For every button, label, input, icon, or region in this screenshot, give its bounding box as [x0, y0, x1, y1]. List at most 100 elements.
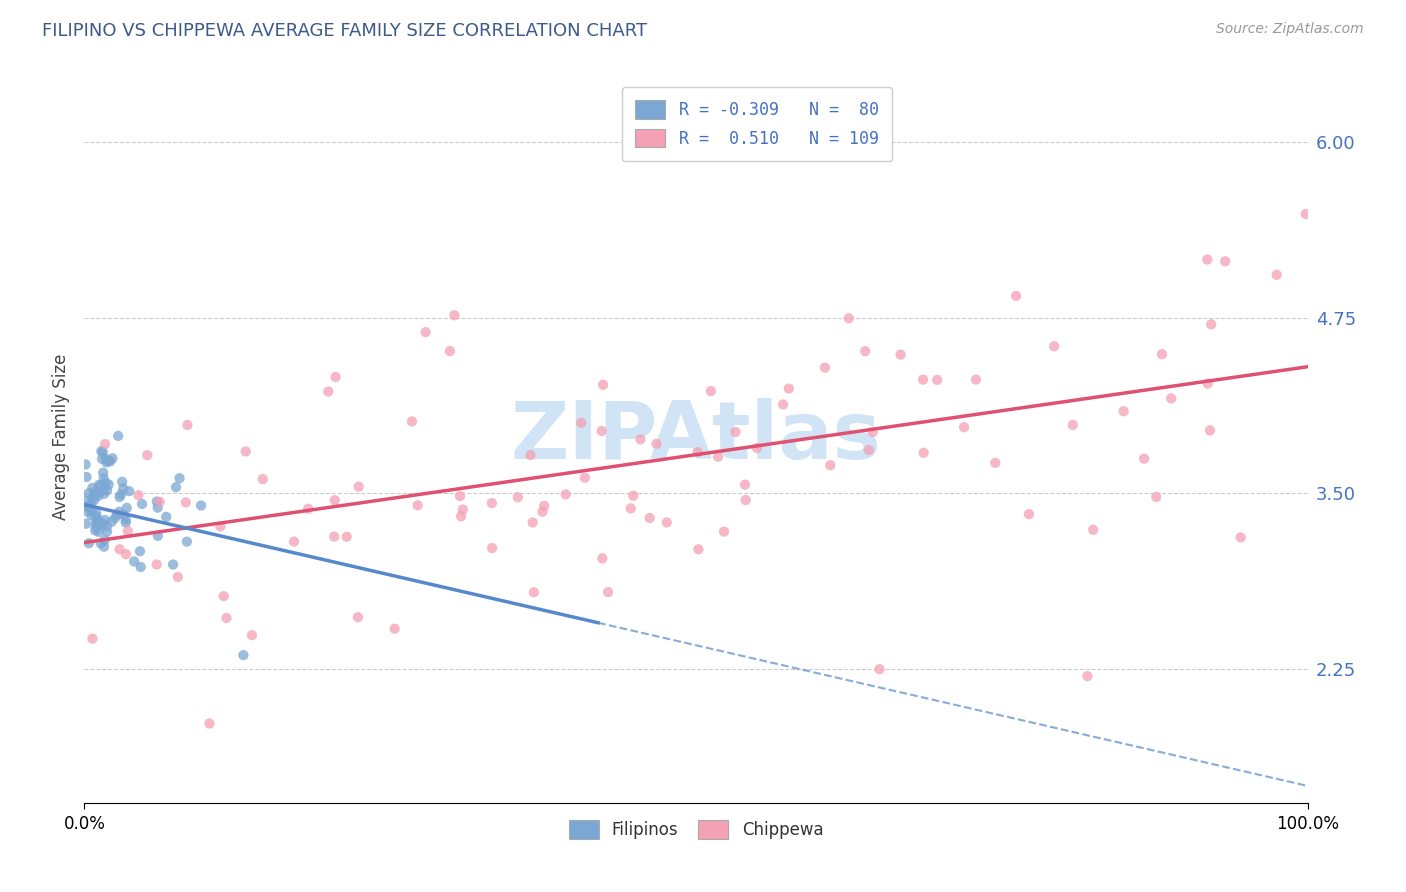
Point: [215, 611, 238, 625]
Point: [481, 541, 503, 555]
Point: [838, 311, 860, 326]
Point: [91, 445, 114, 459]
Point: [101, 515, 124, 529]
Point: [965, 372, 987, 386]
Point: [858, 443, 880, 458]
Point: [101, 451, 124, 466]
Point: [598, 585, 620, 599]
Point: [77, 486, 100, 500]
Point: [93, 487, 115, 501]
Point: [1083, 523, 1105, 537]
Point: [912, 446, 935, 460]
Point: [1197, 376, 1219, 391]
Point: [481, 496, 503, 510]
Text: ZIPAtlas: ZIPAtlas: [510, 398, 882, 476]
Point: [146, 494, 169, 508]
Point: [146, 500, 169, 515]
Point: [91, 451, 114, 466]
Point: [190, 499, 212, 513]
Point: [108, 490, 131, 504]
Point: [77, 500, 100, 514]
Point: [108, 542, 131, 557]
Point: [630, 433, 652, 447]
Point: [533, 499, 555, 513]
Point: [77, 536, 100, 550]
Point: [734, 477, 756, 491]
Point: [96, 524, 118, 539]
Point: [87, 486, 110, 500]
Point: [772, 397, 794, 411]
Point: [93, 540, 115, 554]
Point: [112, 482, 135, 496]
Point: [117, 524, 139, 538]
Point: [325, 370, 347, 384]
Point: [450, 509, 472, 524]
Point: [96, 519, 118, 533]
Point: [176, 417, 198, 432]
Point: [1197, 252, 1219, 267]
Point: [112, 508, 135, 522]
Text: FILIPINO VS CHIPPEWA AVERAGE FAMILY SIZE CORRELATION CHART: FILIPINO VS CHIPPEWA AVERAGE FAMILY SIZE…: [42, 22, 647, 40]
Point: [82, 491, 104, 506]
Point: [232, 648, 254, 662]
Point: [209, 519, 232, 533]
Point: [84, 524, 107, 538]
Point: [136, 448, 159, 462]
Point: [1112, 404, 1135, 418]
Point: [87, 478, 110, 492]
Point: [554, 487, 576, 501]
Point: [1295, 207, 1317, 221]
Point: [778, 382, 800, 396]
Point: [84, 509, 107, 524]
Point: [591, 424, 613, 438]
Point: [75, 516, 97, 531]
Point: [174, 495, 197, 509]
Point: [86, 512, 108, 526]
Point: [323, 493, 346, 508]
Point: [323, 530, 346, 544]
Point: [87, 524, 110, 539]
Point: [127, 488, 149, 502]
Point: [1133, 451, 1156, 466]
Point: [734, 493, 756, 508]
Point: [97, 477, 120, 491]
Point: [406, 498, 429, 512]
Point: [94, 475, 117, 490]
Point: [522, 516, 544, 530]
Point: [506, 490, 529, 504]
Point: [96, 455, 118, 469]
Point: [166, 570, 188, 584]
Point: [252, 472, 274, 486]
Point: [146, 529, 169, 543]
Point: [1005, 289, 1028, 303]
Point: [621, 489, 644, 503]
Point: [890, 348, 912, 362]
Point: [105, 508, 128, 522]
Point: [401, 414, 423, 428]
Point: [1043, 339, 1066, 353]
Point: [93, 483, 115, 497]
Y-axis label: Average Family Size: Average Family Size: [52, 354, 70, 520]
Point: [336, 530, 359, 544]
Point: [97, 454, 120, 468]
Point: [724, 425, 747, 439]
Point: [90, 536, 112, 550]
Point: [162, 558, 184, 572]
Point: [104, 510, 127, 524]
Point: [820, 458, 842, 473]
Point: [911, 373, 934, 387]
Point: [114, 512, 136, 526]
Point: [686, 445, 709, 459]
Point: [1213, 254, 1236, 268]
Legend: Filipinos, Chippewa: Filipinos, Chippewa: [562, 814, 830, 846]
Point: [122, 554, 145, 568]
Point: [86, 507, 108, 521]
Point: [115, 547, 138, 561]
Point: [384, 622, 406, 636]
Point: [591, 551, 613, 566]
Point: [531, 505, 554, 519]
Point: [87, 489, 110, 503]
Point: [94, 437, 117, 451]
Point: [107, 429, 129, 443]
Point: [1199, 318, 1222, 332]
